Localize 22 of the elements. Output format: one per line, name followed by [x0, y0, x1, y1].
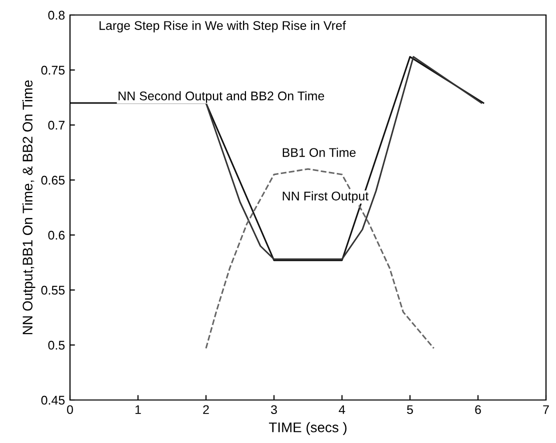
y-axis-title: NN Output,BB1 On Time, & BB2 On Time: [22, 80, 36, 334]
x-tick-label: 4: [338, 405, 346, 414]
y-tick-label: 0.75: [41, 66, 65, 75]
y-tick-label: 0.65: [41, 176, 65, 185]
x-tick-label: 2: [203, 405, 209, 414]
x-tick-label: 6: [475, 405, 481, 414]
x-tick-label: 3: [271, 405, 277, 414]
annotation: BB1 On Time: [282, 148, 356, 157]
y-tick-label: 0.6: [48, 230, 65, 240]
annotation: NN First Output: [282, 191, 369, 203]
y-tick-label: 0.7: [48, 120, 65, 130]
chart-title: Large Step Rise in We with Step Rise in Vref: [100, 20, 346, 32]
x-tick-label: 0: [67, 405, 73, 414]
y-tick-label: 0.5: [48, 340, 65, 350]
y-tick-label: 0.45: [41, 396, 65, 405]
x-tick-label: 5: [407, 405, 413, 414]
x-tick-label: 1: [135, 405, 141, 414]
x-axis-title: TIME (secs ): [268, 422, 346, 436]
x-tick-label: 7: [543, 405, 549, 414]
annotation: NN Second Output and BB2 On Time: [118, 91, 324, 103]
y-tick-label: 0.8: [48, 10, 65, 20]
y-tick-label: 0.55: [41, 286, 65, 295]
